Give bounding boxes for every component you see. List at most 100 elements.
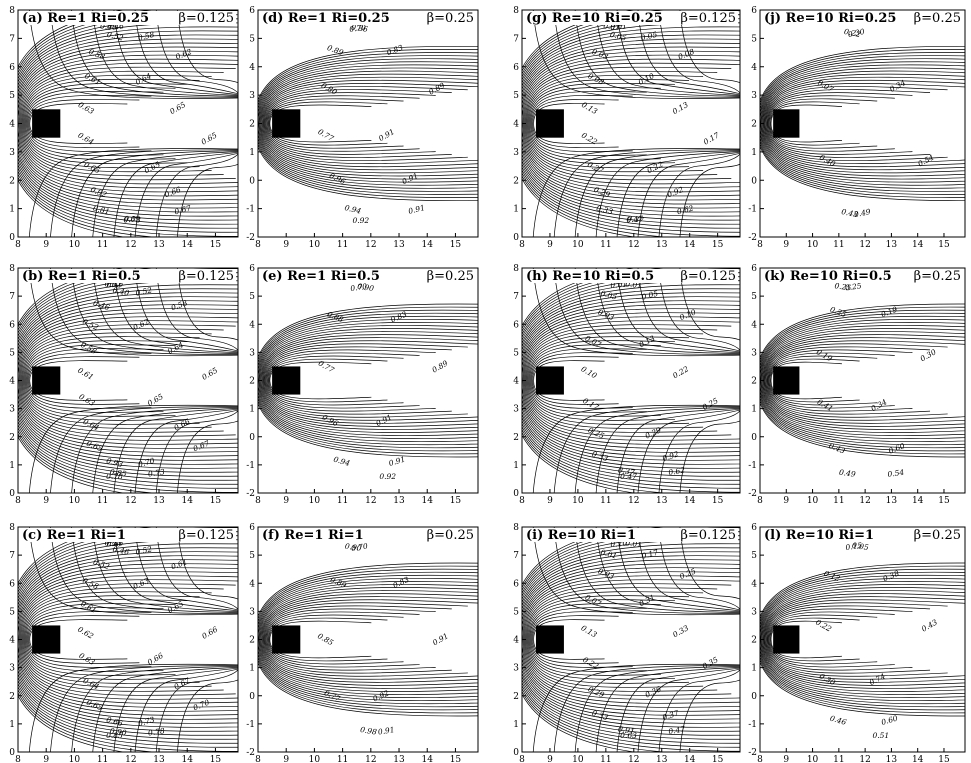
contour-label: 0.96 — [328, 171, 347, 186]
x-tick-label: 13 — [393, 755, 405, 763]
contour-line — [529, 603, 661, 676]
y-tick-label: 4 — [513, 120, 519, 130]
x-tick-label: 9 — [43, 496, 49, 506]
contour-line — [658, 669, 740, 752]
contour-label: 0.25 — [834, 281, 852, 292]
title-bg — [524, 528, 738, 542]
contour-label: 0.05 — [641, 289, 660, 302]
y-tick-label: 2 — [513, 176, 519, 186]
contour-line — [28, 527, 238, 616]
contour-line — [134, 668, 238, 752]
contour-label: 0.46 — [112, 544, 130, 556]
y-tick-label: 3 — [9, 664, 15, 674]
contour-label: 0.78 — [147, 726, 165, 737]
contour-label: 0.65 — [83, 160, 102, 176]
x-tick-label: 14 — [422, 496, 434, 506]
x-tick-label: 14 — [912, 240, 924, 250]
contour-line — [18, 304, 238, 457]
contour-label: 0.77 — [316, 127, 335, 143]
contour-label: 0.62 — [76, 625, 95, 641]
panel-beta: β=0.125 — [178, 11, 234, 26]
contour-line — [266, 611, 420, 668]
contour-line — [25, 603, 176, 676]
panel-beta: β=0.125 — [178, 269, 234, 284]
contour-line — [522, 284, 740, 477]
contour-line — [18, 559, 238, 720]
contour-line — [258, 318, 478, 443]
contour-line — [258, 55, 478, 192]
contour-line — [760, 309, 965, 452]
contour-label: 0.13 — [580, 100, 599, 116]
contour-label: 0.52 — [106, 30, 125, 43]
contour-line — [50, 149, 238, 237]
contour-label: 0.70 — [349, 23, 367, 34]
contour-line — [22, 332, 212, 429]
contour-label: 0.33 — [595, 204, 614, 217]
x-tick-label: 8 — [519, 496, 525, 506]
contour-label: 0.80 — [320, 81, 339, 97]
contour-label: 0.70 — [192, 698, 211, 713]
contour-line — [258, 306, 478, 455]
contour-line — [265, 89, 452, 158]
contour-line — [760, 568, 965, 711]
contour-line — [177, 527, 238, 609]
contour-label: 0.90 — [109, 726, 127, 737]
contour-line — [260, 328, 478, 433]
x-tick-label: 15 — [450, 240, 462, 250]
contour-label: 0.65 — [200, 366, 219, 382]
contour-line — [522, 18, 740, 229]
x-tick-label: 9 — [43, 240, 49, 250]
contour-line — [50, 268, 238, 355]
panel-title: (c) Re=1 Ri=1 — [22, 528, 126, 543]
contour-line — [258, 45, 478, 202]
contour-line — [23, 336, 200, 425]
y-tick-label: 3 — [513, 405, 519, 415]
contour-line — [760, 562, 965, 717]
x-tick-label: 12 — [628, 240, 639, 250]
contour-line — [522, 559, 740, 720]
contour-label: 0.31 — [637, 593, 656, 609]
contour-lines — [760, 303, 965, 458]
y-tick-label: 5 — [513, 607, 519, 617]
contour-label: 0.67 — [192, 439, 211, 454]
contour-line — [18, 54, 238, 193]
contour-label: 0.73 — [147, 467, 165, 478]
y-tick-label: 8 — [9, 6, 15, 16]
contour-line — [18, 555, 238, 724]
contour-label: 0.66 — [105, 715, 124, 728]
y-tick-label: 0 — [513, 233, 519, 243]
contour-line — [92, 268, 238, 354]
contour-label: 0.33 — [671, 623, 690, 639]
x-tick-label: 14 — [422, 240, 434, 250]
x-tick-label: 11 — [833, 755, 844, 763]
contour-label: 0.90 — [344, 541, 362, 553]
contour-line — [765, 340, 965, 421]
contour-line — [532, 268, 740, 357]
contour-line — [134, 527, 238, 611]
contour-line — [258, 574, 478, 705]
contour-line — [18, 18, 238, 229]
x-tick-label: 11 — [97, 240, 108, 250]
contour-label: 0.91 — [388, 455, 407, 468]
contour-line — [18, 296, 238, 465]
contour-line — [658, 10, 740, 94]
contour-label: 0.86 — [351, 23, 369, 34]
contour-line — [768, 352, 895, 409]
contour-line — [23, 595, 200, 684]
contour-label: 0.46 — [100, 22, 118, 32]
y-tick-label: 5 — [249, 34, 255, 44]
square-cylinder — [773, 625, 800, 654]
x-tick-label: 8 — [15, 755, 21, 763]
panel-title: (k) Re=10 Ri=0.5 — [764, 269, 892, 284]
contour-line — [679, 268, 740, 350]
contour-label: 0.63 — [77, 392, 96, 408]
y-tick-label: 1 — [249, 664, 255, 674]
square-cylinder — [32, 625, 61, 654]
contour-label: 0.91 — [401, 171, 420, 186]
contour-line — [92, 10, 238, 96]
contour-label: 0.89 — [427, 81, 446, 97]
y-tick-label: 0 — [751, 433, 757, 443]
contour-line — [262, 596, 478, 683]
x-tick-label: 15 — [712, 496, 724, 506]
